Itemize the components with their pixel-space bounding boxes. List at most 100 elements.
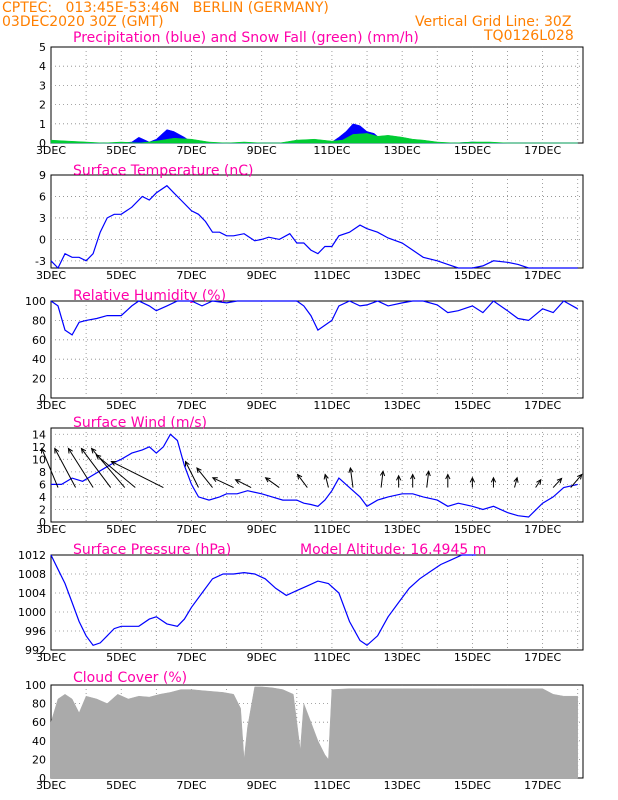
x-tick-label: 17DEC <box>524 779 561 792</box>
wind-arrow-head <box>67 447 73 454</box>
wind-arrow <box>514 477 518 488</box>
wind-arrow-head <box>184 460 190 467</box>
x-tick-label: 17DEC <box>524 269 561 282</box>
series-line <box>50 300 578 336</box>
x-tick-label: 5DEC <box>106 523 136 536</box>
y-tick-label: 3 <box>39 212 46 225</box>
x-tick-label: 13DEC <box>384 144 421 157</box>
y-tick-label: 14 <box>32 428 46 441</box>
wind-arrow-head <box>196 467 202 474</box>
wind-arrow <box>41 448 59 488</box>
y-tick-label: 4 <box>39 491 46 504</box>
x-tick-label: 9DEC <box>247 523 277 536</box>
wind-arrow <box>54 448 77 488</box>
x-tick-label: 3DEC <box>36 269 66 282</box>
series-line <box>50 184 578 270</box>
snowfall-area <box>50 133 578 144</box>
wind-arrow <box>95 454 136 488</box>
x-tick-label: 9DEC <box>247 651 277 664</box>
wind-arrow <box>235 479 252 488</box>
y-tick-label: 0 <box>39 137 46 150</box>
plot-frame <box>50 427 584 523</box>
y-tick-label: 60 <box>32 716 46 729</box>
x-tick-label: 7DEC <box>176 269 206 282</box>
x-tick-label: 15DEC <box>454 269 491 282</box>
x-tick-label: 7DEC <box>176 779 206 792</box>
wind-arrow-head <box>379 470 386 477</box>
wind-arrow <box>349 467 354 488</box>
wind-arrow <box>324 474 329 488</box>
plot-frame <box>50 300 584 399</box>
wind-arrow <box>570 474 583 488</box>
wind-arrow <box>297 474 308 488</box>
x-tick-label: 13DEC <box>384 651 421 664</box>
location-header: CPTEC: 013:45E-53:46N BERLIN (GERMANY) <box>2 0 329 16</box>
wind-arrow-head <box>40 447 46 454</box>
wind-arrow <box>196 467 213 488</box>
x-tick-label: 11DEC <box>313 651 350 664</box>
y-tick-label: 0 <box>39 772 46 785</box>
y-tick-label: 10 <box>32 453 46 466</box>
y-tick-label: 100 <box>25 295 46 308</box>
wind-arrow-head <box>445 473 451 480</box>
wind-arrow-head <box>90 447 97 454</box>
panel-5: 992 996 1000 1004 1008 1012 3DEC 5DEC 7DEC 9DEC 11… <box>18 542 584 664</box>
y-tick-label: 0 <box>39 516 46 529</box>
x-tick-label: 9DEC <box>247 269 277 282</box>
y-tick-label: 8 <box>39 466 46 479</box>
panel-6: 0 20 40 60 80 100 3DEC 5DEC 7DEC 9DEC 11DEC 13DEC 15… <box>25 670 584 792</box>
x-tick-label: 11DEC <box>313 523 350 536</box>
x-tick-label: 17DEC <box>524 399 561 412</box>
wind-arrow-head <box>110 461 117 466</box>
y-tick-label: 20 <box>32 753 46 766</box>
wind-arrow-head <box>234 479 241 484</box>
x-tick-label: 7DEC <box>176 399 206 412</box>
y-tick-label: 992 <box>25 644 46 657</box>
wind-arrow-head <box>323 473 329 480</box>
y-tick-label: 0 <box>39 392 46 405</box>
y-tick-label: 40 <box>32 353 46 366</box>
y-tick-label: 3 <box>39 79 46 92</box>
cloud-cover-area <box>50 686 578 779</box>
wind-arrow <box>111 461 164 488</box>
x-tick-label: 11DEC <box>313 269 350 282</box>
wind-arrow-head <box>95 454 102 460</box>
x-tick-label: 9DEC <box>247 779 277 792</box>
x-tick-label: 15DEC <box>454 399 491 412</box>
y-tick-label: 996 <box>25 625 46 638</box>
x-tick-label: 7DEC <box>176 523 206 536</box>
plot-frame <box>50 46 584 144</box>
panel-title: Surface Temperature (nC) <box>73 163 254 179</box>
y-tick-label: 2 <box>39 503 46 516</box>
wind-arrow-head <box>536 478 542 485</box>
x-tick-label: 13DEC <box>384 523 421 536</box>
y-tick-label: 100 <box>25 679 46 692</box>
x-tick-label: 11DEC <box>313 144 350 157</box>
y-tick-label: 1012 <box>18 549 46 562</box>
y-tick-label: 40 <box>32 735 46 748</box>
plot-frame <box>50 174 584 269</box>
wind-arrow <box>68 448 94 488</box>
x-tick-label: 3DEC <box>36 651 66 664</box>
y-tick-label: 20 <box>32 373 46 386</box>
y-tick-label: 1004 <box>18 587 46 600</box>
run-date-header: 03DEC2020 30Z (GMT) <box>2 14 164 30</box>
y-tick-label: 6 <box>39 478 46 491</box>
x-tick-label: 13DEC <box>384 269 421 282</box>
wind-arrow-head <box>211 477 218 482</box>
panel-title: Surface Wind (m/s) <box>73 415 207 431</box>
wind-arrow <box>185 461 199 488</box>
x-tick-label: 9DEC <box>247 399 277 412</box>
y-tick-label: 6 <box>39 190 46 203</box>
wind-arrow-head <box>348 466 354 473</box>
panel-1: 0 1 2 3 4 5 3DEC 5DEC 7DEC 9DEC 11DEC 13DEC 15DEC 17D… <box>36 30 584 157</box>
y-tick-label: -3 <box>35 255 46 268</box>
x-tick-label: 7DEC <box>176 144 206 157</box>
series-line <box>50 554 476 647</box>
panel-3: 0 20 40 60 80 100 3DEC 5DEC 7DEC 9DEC 11DEC 13DEC 15… <box>25 288 584 412</box>
x-tick-label: 11DEC <box>313 399 350 412</box>
wind-arrow <box>81 448 112 488</box>
grid-note: Vertical Grid Line: 30Z <box>415 14 572 30</box>
x-tick-label: 17DEC <box>524 651 561 664</box>
